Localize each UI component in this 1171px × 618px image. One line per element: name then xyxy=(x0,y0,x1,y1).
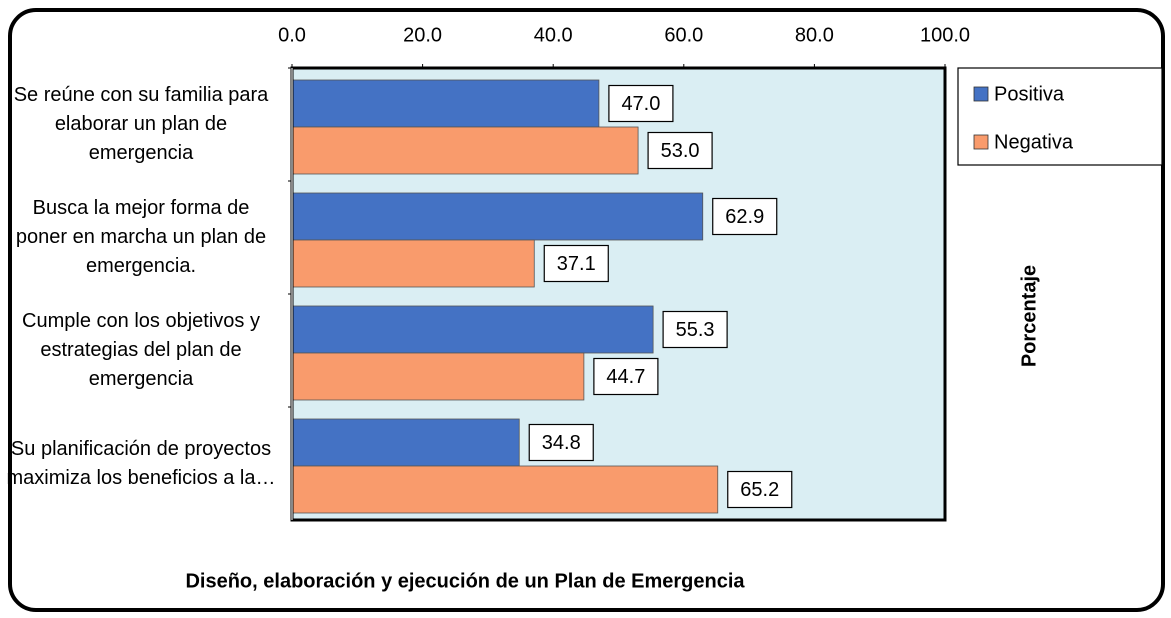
bar xyxy=(291,192,704,241)
bar xyxy=(291,126,639,175)
bar xyxy=(291,352,585,401)
data-label: 37.1 xyxy=(557,253,596,275)
data-label-box xyxy=(662,310,728,349)
data-label-box xyxy=(727,470,793,509)
bar xyxy=(291,305,654,354)
data-label-box xyxy=(593,357,659,396)
data-label-box xyxy=(528,423,594,462)
data-label: 34.8 xyxy=(542,432,581,454)
axis-title: Porcentaje xyxy=(1018,265,1040,367)
y-tick-label: Su planificación de proyectos maximiza l… xyxy=(6,437,276,489)
bar xyxy=(291,465,719,514)
legend-box xyxy=(957,67,1163,166)
data-label: 62.9 xyxy=(725,206,764,228)
legend-marker xyxy=(973,134,989,150)
x-tick-label: 20.0 xyxy=(403,24,442,46)
data-label-box xyxy=(543,244,609,283)
data-label: 44.7 xyxy=(606,366,645,388)
y-tick-label: Busca la mejor forma de poner en marcha … xyxy=(15,197,267,277)
x-tick-label: 80.0 xyxy=(795,24,834,46)
data-label-box xyxy=(647,131,713,170)
data-label: 53.0 xyxy=(661,140,700,162)
x-tick-label: 100.0 xyxy=(920,24,970,46)
bar xyxy=(291,79,600,128)
data-label: 47.0 xyxy=(621,93,660,115)
x-tick-label: 40.0 xyxy=(534,24,573,46)
data-label: 65.2 xyxy=(740,479,779,501)
data-label: 55.3 xyxy=(676,319,715,341)
data-label-box xyxy=(608,84,674,123)
x-tick-label: 60.0 xyxy=(664,24,703,46)
data-label-box xyxy=(712,197,778,236)
y-tick-label: Cumple con los objetivos y estrategias d… xyxy=(22,310,260,390)
legend-label: Positiva xyxy=(994,83,1065,105)
legend-marker xyxy=(973,86,989,102)
x-tick-label: 0.0 xyxy=(278,24,306,46)
bar xyxy=(291,239,535,288)
legend-label: Negativa xyxy=(994,131,1074,153)
bar xyxy=(291,418,520,467)
y-tick-label: Se reúne con su familia para elaborar un… xyxy=(13,84,269,164)
axis-title: Diseño, elaboración y ejecución de un Pl… xyxy=(185,570,745,592)
